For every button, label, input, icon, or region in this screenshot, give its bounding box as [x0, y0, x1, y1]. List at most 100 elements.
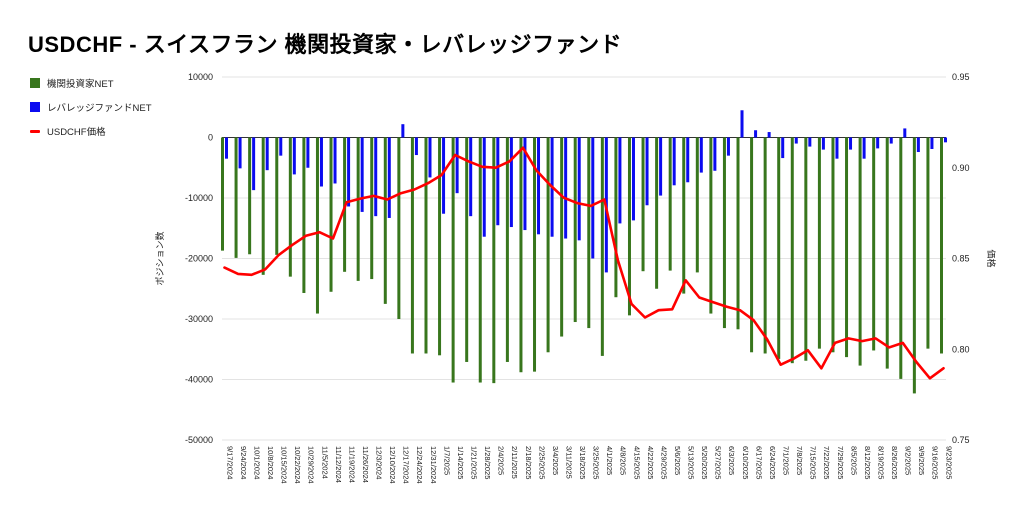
x-axis-date-label: 10/15/2024 — [280, 446, 289, 484]
leveraged-bar — [686, 137, 690, 183]
institutional-bar — [777, 137, 781, 359]
leveraged-bar — [618, 137, 622, 224]
institutional-bar — [315, 137, 319, 314]
institutional-bar — [478, 137, 482, 383]
y-left-tick: 0 — [208, 133, 213, 143]
y-right-tick: 0.90 — [952, 163, 970, 173]
x-axis-date-label: 6/3/2025 — [727, 446, 736, 475]
leveraged-bar — [916, 137, 920, 153]
x-axis-date-label: 1/28/2025 — [483, 446, 492, 479]
legend-label: USDCHF価格 — [47, 127, 106, 138]
x-axis-date-label: 9/9/2025 — [917, 446, 926, 475]
institutional-bar — [234, 137, 238, 258]
leveraged-bar — [862, 137, 866, 159]
institutional-bar — [926, 137, 930, 349]
leveraged-bar — [835, 137, 839, 159]
institutional-bar — [831, 137, 835, 353]
chart-title: USDCHF - スイスフラン 機関投資家・レバレッジファンド — [28, 32, 623, 57]
leveraged-bar — [794, 137, 798, 144]
leveraged-bar — [442, 137, 446, 214]
institutional-bar — [492, 137, 496, 384]
leveraged-bar — [577, 137, 581, 241]
legend-label: レバレッジファンドNET — [47, 103, 152, 114]
institutional-swatch-icon — [30, 78, 40, 88]
leveraged-bar — [414, 137, 418, 156]
institutional-bar — [899, 137, 903, 379]
leveraged-bar — [306, 137, 310, 168]
y-right-tick: 0.75 — [952, 435, 970, 445]
leveraged-bar — [876, 137, 880, 149]
x-axis-date-label: 3/4/2025 — [551, 446, 560, 475]
x-axis-date-label: 9/2/2025 — [904, 446, 913, 475]
x-axis-date-label: 7/29/2025 — [836, 446, 845, 479]
x-axis-date-label: 1/7/2025 — [442, 446, 451, 475]
leveraged-bar — [821, 137, 825, 150]
institutional-bar — [288, 137, 292, 277]
institutional-bar — [261, 137, 265, 275]
leveraged-bar — [482, 137, 486, 237]
y-left-tick: -10000 — [185, 193, 213, 203]
institutional-bar — [397, 137, 401, 319]
y-left-tick: -40000 — [185, 375, 213, 385]
institutional-bar — [940, 137, 943, 354]
institutional-bar — [912, 137, 916, 394]
legend: 機関投資家NET レバレッジファンドNET USDCHF価格 — [30, 71, 152, 143]
institutional-bar — [695, 137, 699, 273]
leveraged-bar — [740, 110, 744, 138]
x-axis-date-label: 5/6/2025 — [673, 446, 682, 475]
institutional-bar — [845, 137, 849, 358]
x-axis-date-label: 5/27/2025 — [714, 446, 723, 479]
price-line — [223, 146, 945, 380]
x-axis-date-label: 9/23/2025 — [944, 446, 953, 479]
x-axis-date-label: 8/19/2025 — [876, 446, 885, 479]
x-axis-date-label: 2/11/2025 — [510, 446, 519, 479]
leveraged-bar — [279, 137, 283, 156]
institutional-bar — [370, 137, 374, 280]
x-axis-date-label: 2/4/2025 — [497, 446, 506, 475]
x-axis-date-label: 4/22/2025 — [646, 446, 655, 479]
x-axis-date-label: 4/29/2025 — [659, 446, 668, 479]
x-axis-date-label: 2/25/2025 — [537, 446, 546, 479]
leveraged-bar — [808, 137, 812, 147]
x-axis-date-label: 12/31/2024 — [429, 446, 438, 484]
leveraged-bar — [374, 137, 378, 217]
x-axis-date-label: 9/17/2024 — [225, 446, 234, 479]
leveraged-bar — [903, 128, 907, 138]
institutional-bar — [546, 137, 550, 353]
x-axis-date-label: 11/12/2024 — [334, 446, 343, 483]
x-axis-date-label: 7/8/2025 — [795, 446, 804, 475]
leveraged-bar — [469, 137, 473, 217]
x-axis-date-label: 10/8/2024 — [266, 446, 275, 479]
leveraged-bar — [713, 137, 717, 171]
institutional-bar — [872, 137, 876, 351]
leveraged-swatch-icon — [30, 102, 40, 112]
institutional-bar — [438, 137, 442, 356]
x-axis-date-label: 7/22/2025 — [822, 446, 831, 479]
institutional-bar — [533, 137, 537, 372]
x-axis-date-label: 8/12/2025 — [863, 446, 872, 479]
x-axis-date-label: 4/15/2025 — [632, 446, 641, 479]
institutional-bar — [722, 137, 726, 329]
y-right-tick: 0.95 — [952, 72, 970, 82]
x-axis-date-label: 5/20/2025 — [700, 446, 709, 479]
institutional-bar — [465, 137, 469, 362]
x-axis-date-label: 6/24/2025 — [768, 446, 777, 479]
y-left-tick: -30000 — [185, 314, 213, 324]
x-axis-date-label: 4/1/2025 — [605, 446, 614, 475]
institutional-bar — [573, 137, 577, 323]
leveraged-bar — [672, 137, 676, 186]
institutional-bar — [248, 137, 252, 255]
leveraged-bar — [238, 137, 242, 169]
leveraged-bar — [944, 137, 947, 143]
x-axis-date-label: 12/10/2024 — [388, 446, 397, 484]
leveraged-bar — [252, 137, 256, 191]
y-left-tick: -20000 — [185, 254, 213, 264]
leveraged-bar — [849, 137, 853, 150]
leveraged-bar — [360, 137, 364, 212]
institutional-bar — [668, 137, 672, 271]
institutional-bar — [505, 137, 509, 362]
legend-item-institutional: 機関投資家NET — [30, 71, 152, 95]
leveraged-bar — [631, 137, 635, 221]
price-swatch-icon — [30, 129, 40, 133]
